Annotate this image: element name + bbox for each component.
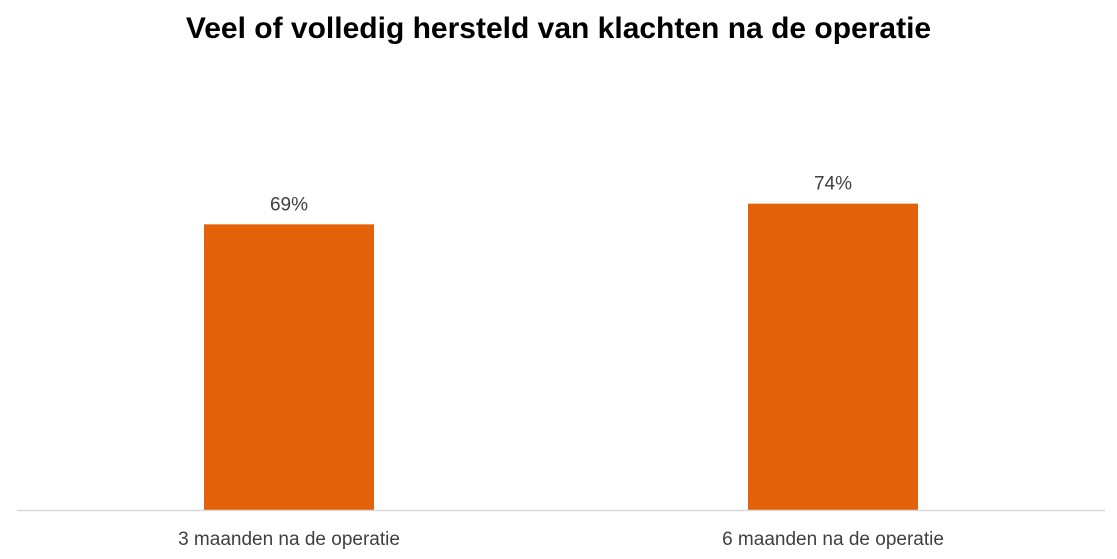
- bar-1: [204, 224, 374, 510]
- data-label-1: 69%: [270, 194, 308, 215]
- x-tick-label-1: 3 maanden na de operatie: [178, 529, 400, 550]
- chart-title: Veel of volledig hersteld van klachten n…: [185, 12, 932, 45]
- bar-2: [748, 203, 918, 510]
- x-tick-label-2: 6 maanden na de operatie: [722, 529, 944, 550]
- data-label-2: 74%: [814, 174, 852, 195]
